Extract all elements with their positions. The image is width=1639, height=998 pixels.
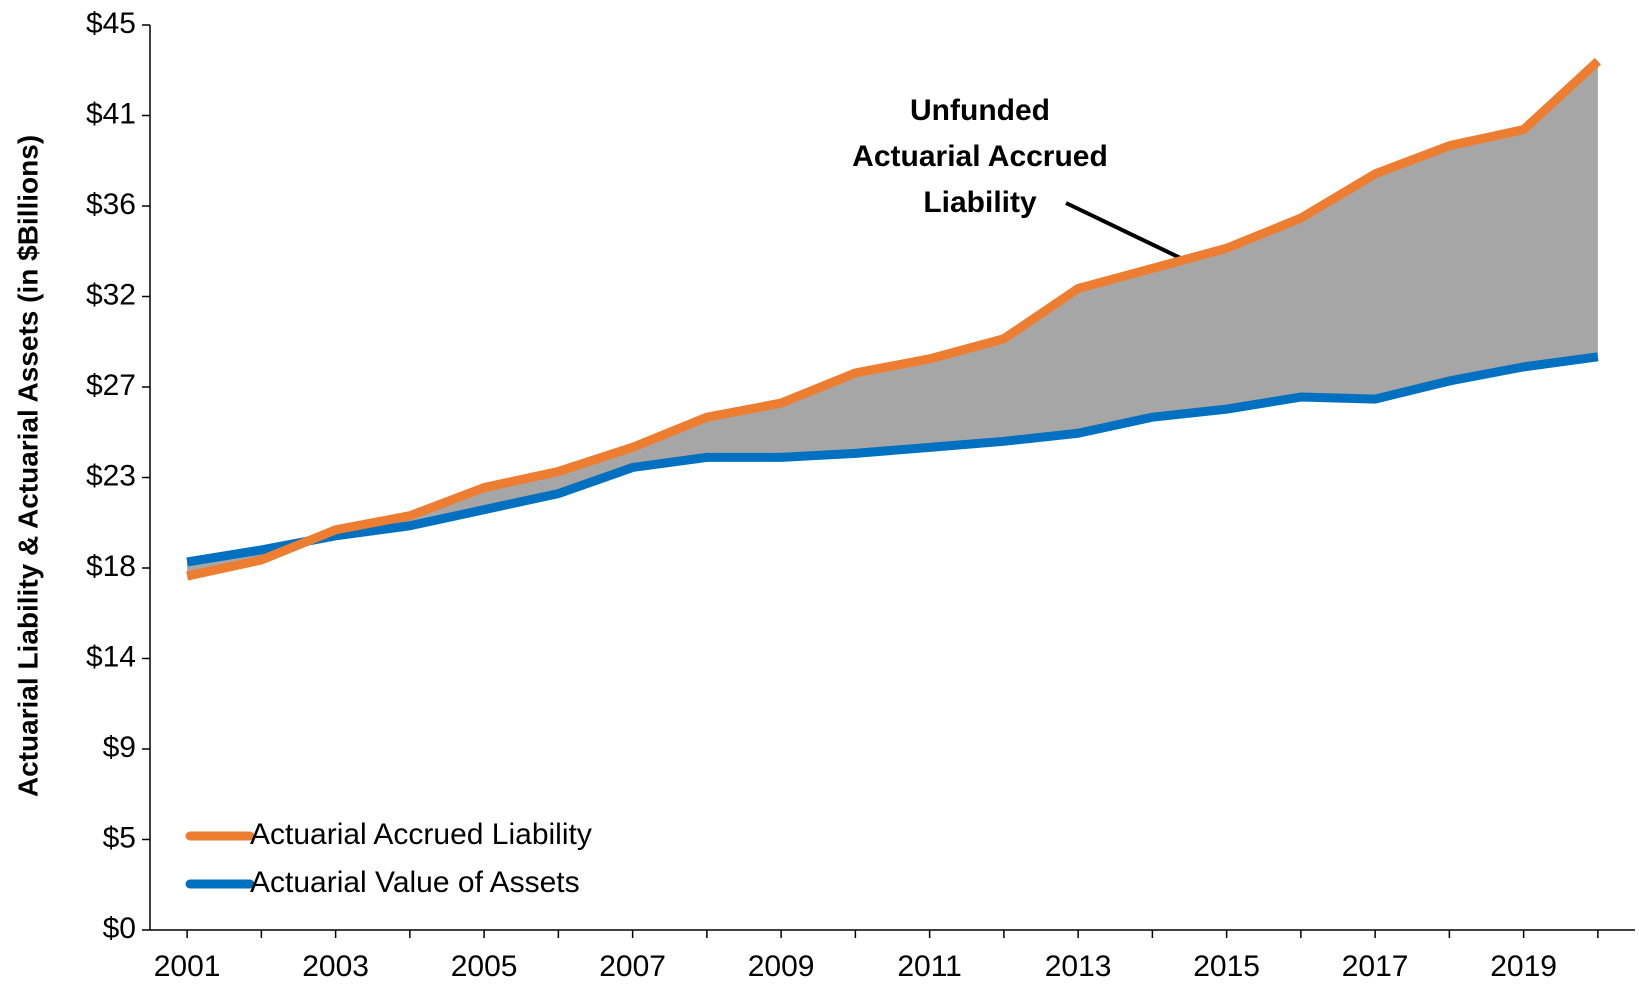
legend-label: Actuarial Value of Assets	[250, 866, 580, 899]
y-tick-label: $0	[103, 912, 136, 945]
y-tick-label: $45	[86, 7, 136, 40]
x-tick-label: 2001	[154, 950, 221, 983]
y-tick-label: $27	[86, 369, 136, 402]
x-tick-label: 2013	[1045, 950, 1112, 983]
x-tick-label: 2015	[1193, 950, 1260, 983]
y-tick-label: $18	[86, 550, 136, 583]
x-tick-label: 2007	[599, 950, 666, 983]
annotation: Actuarial Accrued	[852, 140, 1108, 173]
x-tick-label: 2009	[748, 950, 815, 983]
x-tick-label: 2019	[1490, 950, 1557, 983]
y-tick-label: $23	[86, 459, 136, 492]
y-tick-label: $32	[86, 278, 136, 311]
y-axis-label: Actuarial Liability & Actuarial Assets (…	[12, 135, 43, 797]
y-tick-label: $36	[86, 188, 136, 221]
y-tick-label: $5	[103, 821, 136, 854]
series-line	[186, 57, 1601, 581]
y-tick-label: $41	[86, 97, 136, 130]
x-tick-label: 2005	[451, 950, 518, 983]
annotation: Unfunded	[910, 94, 1050, 127]
x-tick-label: 2017	[1342, 950, 1409, 983]
y-tick-label: $14	[86, 640, 136, 673]
x-tick-label: 2011	[897, 950, 962, 983]
unfunded-area	[187, 61, 1598, 577]
series-line	[186, 352, 1599, 567]
annotation: Liability	[923, 186, 1037, 219]
legend-label: Actuarial Accrued Liability	[250, 818, 592, 851]
x-tick-label: 2003	[302, 950, 369, 983]
y-tick-label: $9	[103, 731, 136, 764]
